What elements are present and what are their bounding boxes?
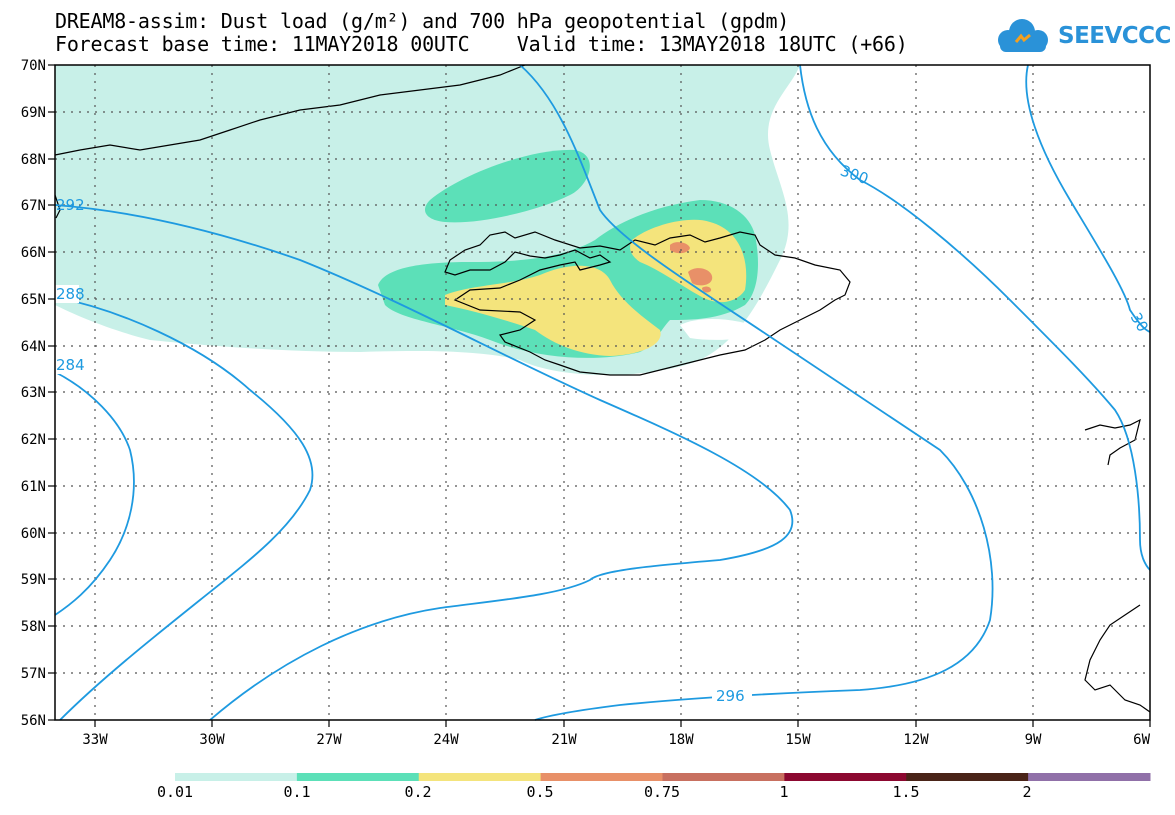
lat-label: 63N	[21, 385, 46, 401]
colorbar-label: 0.5	[526, 783, 554, 801]
dust-level-0-1-north	[425, 149, 590, 223]
dust-level-0-2-east	[630, 219, 747, 303]
lon-label: 15W	[785, 732, 811, 748]
lat-label: 60N	[21, 526, 46, 542]
lat-label: 59N	[21, 572, 46, 588]
colorbar-swatch	[662, 773, 785, 781]
contour-292	[54, 204, 794, 721]
dust-level-0-5-a	[670, 242, 690, 254]
iceland-coastline	[444, 231, 851, 376]
lon-label: 6W	[1133, 732, 1150, 748]
contour-label: 292	[56, 196, 85, 214]
colorbar-label: 2	[1022, 783, 1032, 801]
contour-label: 284	[56, 356, 85, 374]
dust-free-gap	[680, 318, 765, 340]
coastlines	[54, 64, 1151, 713]
colorbar-label: 0.1	[283, 783, 311, 801]
colorbar-swatch	[784, 773, 907, 781]
colorbar-label: 1	[779, 783, 789, 801]
logo-text: SEEVCCC	[1058, 23, 1171, 49]
colorbar-swatch	[296, 773, 420, 781]
contour-label: 296	[716, 687, 745, 705]
colorbar-label: 0.2	[404, 783, 432, 801]
contour-labels: 300 296 288 284 292 30	[55, 161, 1152, 705]
contour-label: 288	[56, 285, 85, 303]
colorbar-swatch	[540, 773, 663, 781]
lat-label: 69N	[21, 105, 46, 121]
contour-300	[799, 64, 1151, 571]
contour-284	[54, 371, 135, 616]
contour-296	[519, 64, 994, 721]
lon-label: 33W	[82, 732, 108, 748]
lon-label: 24W	[433, 732, 459, 748]
lat-label: 66N	[21, 245, 46, 261]
axis-ticks	[48, 64, 1151, 727]
colorbar-label: 0.01	[156, 783, 194, 801]
dust-level-0-5-c	[702, 286, 712, 293]
greenland-coastline	[54, 64, 526, 156]
seevccc-logo-icon	[998, 19, 1048, 52]
colorbar-label: 0.75	[643, 783, 681, 801]
lon-label: 9W	[1025, 732, 1042, 748]
lon-label: 30W	[199, 732, 225, 748]
colorbar-label: 1.5	[892, 783, 920, 801]
geopotential-contours	[54, 64, 1151, 721]
lat-label: 70N	[21, 58, 46, 74]
contour-30-east	[1025, 64, 1151, 333]
map-subtitle: Forecast base time: 11MAY2018 00UTC Vali…	[55, 32, 908, 56]
lat-label: 68N	[21, 152, 46, 168]
dust-level-0-5-b	[688, 268, 713, 286]
contour-288	[54, 296, 314, 721]
lat-label: 64N	[21, 339, 46, 355]
lon-label: 27W	[316, 732, 342, 748]
scotland-coastline	[1084, 604, 1151, 713]
colorbar	[175, 773, 1151, 781]
lat-label: 65N	[21, 292, 46, 308]
latitude-labels: 70N 69N 68N 67N 66N 65N 64N 63N 62N 61N …	[21, 58, 46, 729]
longitude-labels: 33W 30W 27W 24W 21W 18W 15W 12W 9W 6W	[82, 732, 1150, 748]
contour-label: 300	[838, 161, 871, 188]
colorbar-swatch	[906, 773, 1029, 781]
faroe-coastline	[1084, 418, 1141, 466]
lat-label: 62N	[21, 432, 46, 448]
lon-label: 18W	[668, 732, 694, 748]
lat-label: 56N	[21, 713, 46, 729]
greenland-coast-south	[54, 194, 61, 219]
colorbar-swatch	[1028, 773, 1151, 781]
lon-label: 12W	[903, 732, 929, 748]
lat-label: 61N	[21, 479, 46, 495]
lat-label: 58N	[21, 619, 46, 635]
lat-label: 67N	[21, 198, 46, 214]
map-title: DREAM8-assim: Dust load (g/m²) and 700 h…	[55, 9, 790, 33]
lon-label: 21W	[551, 732, 577, 748]
graticule	[55, 65, 1150, 720]
lat-label: 57N	[21, 666, 46, 682]
colorbar-swatch	[175, 773, 298, 781]
colorbar-swatch	[418, 773, 542, 781]
